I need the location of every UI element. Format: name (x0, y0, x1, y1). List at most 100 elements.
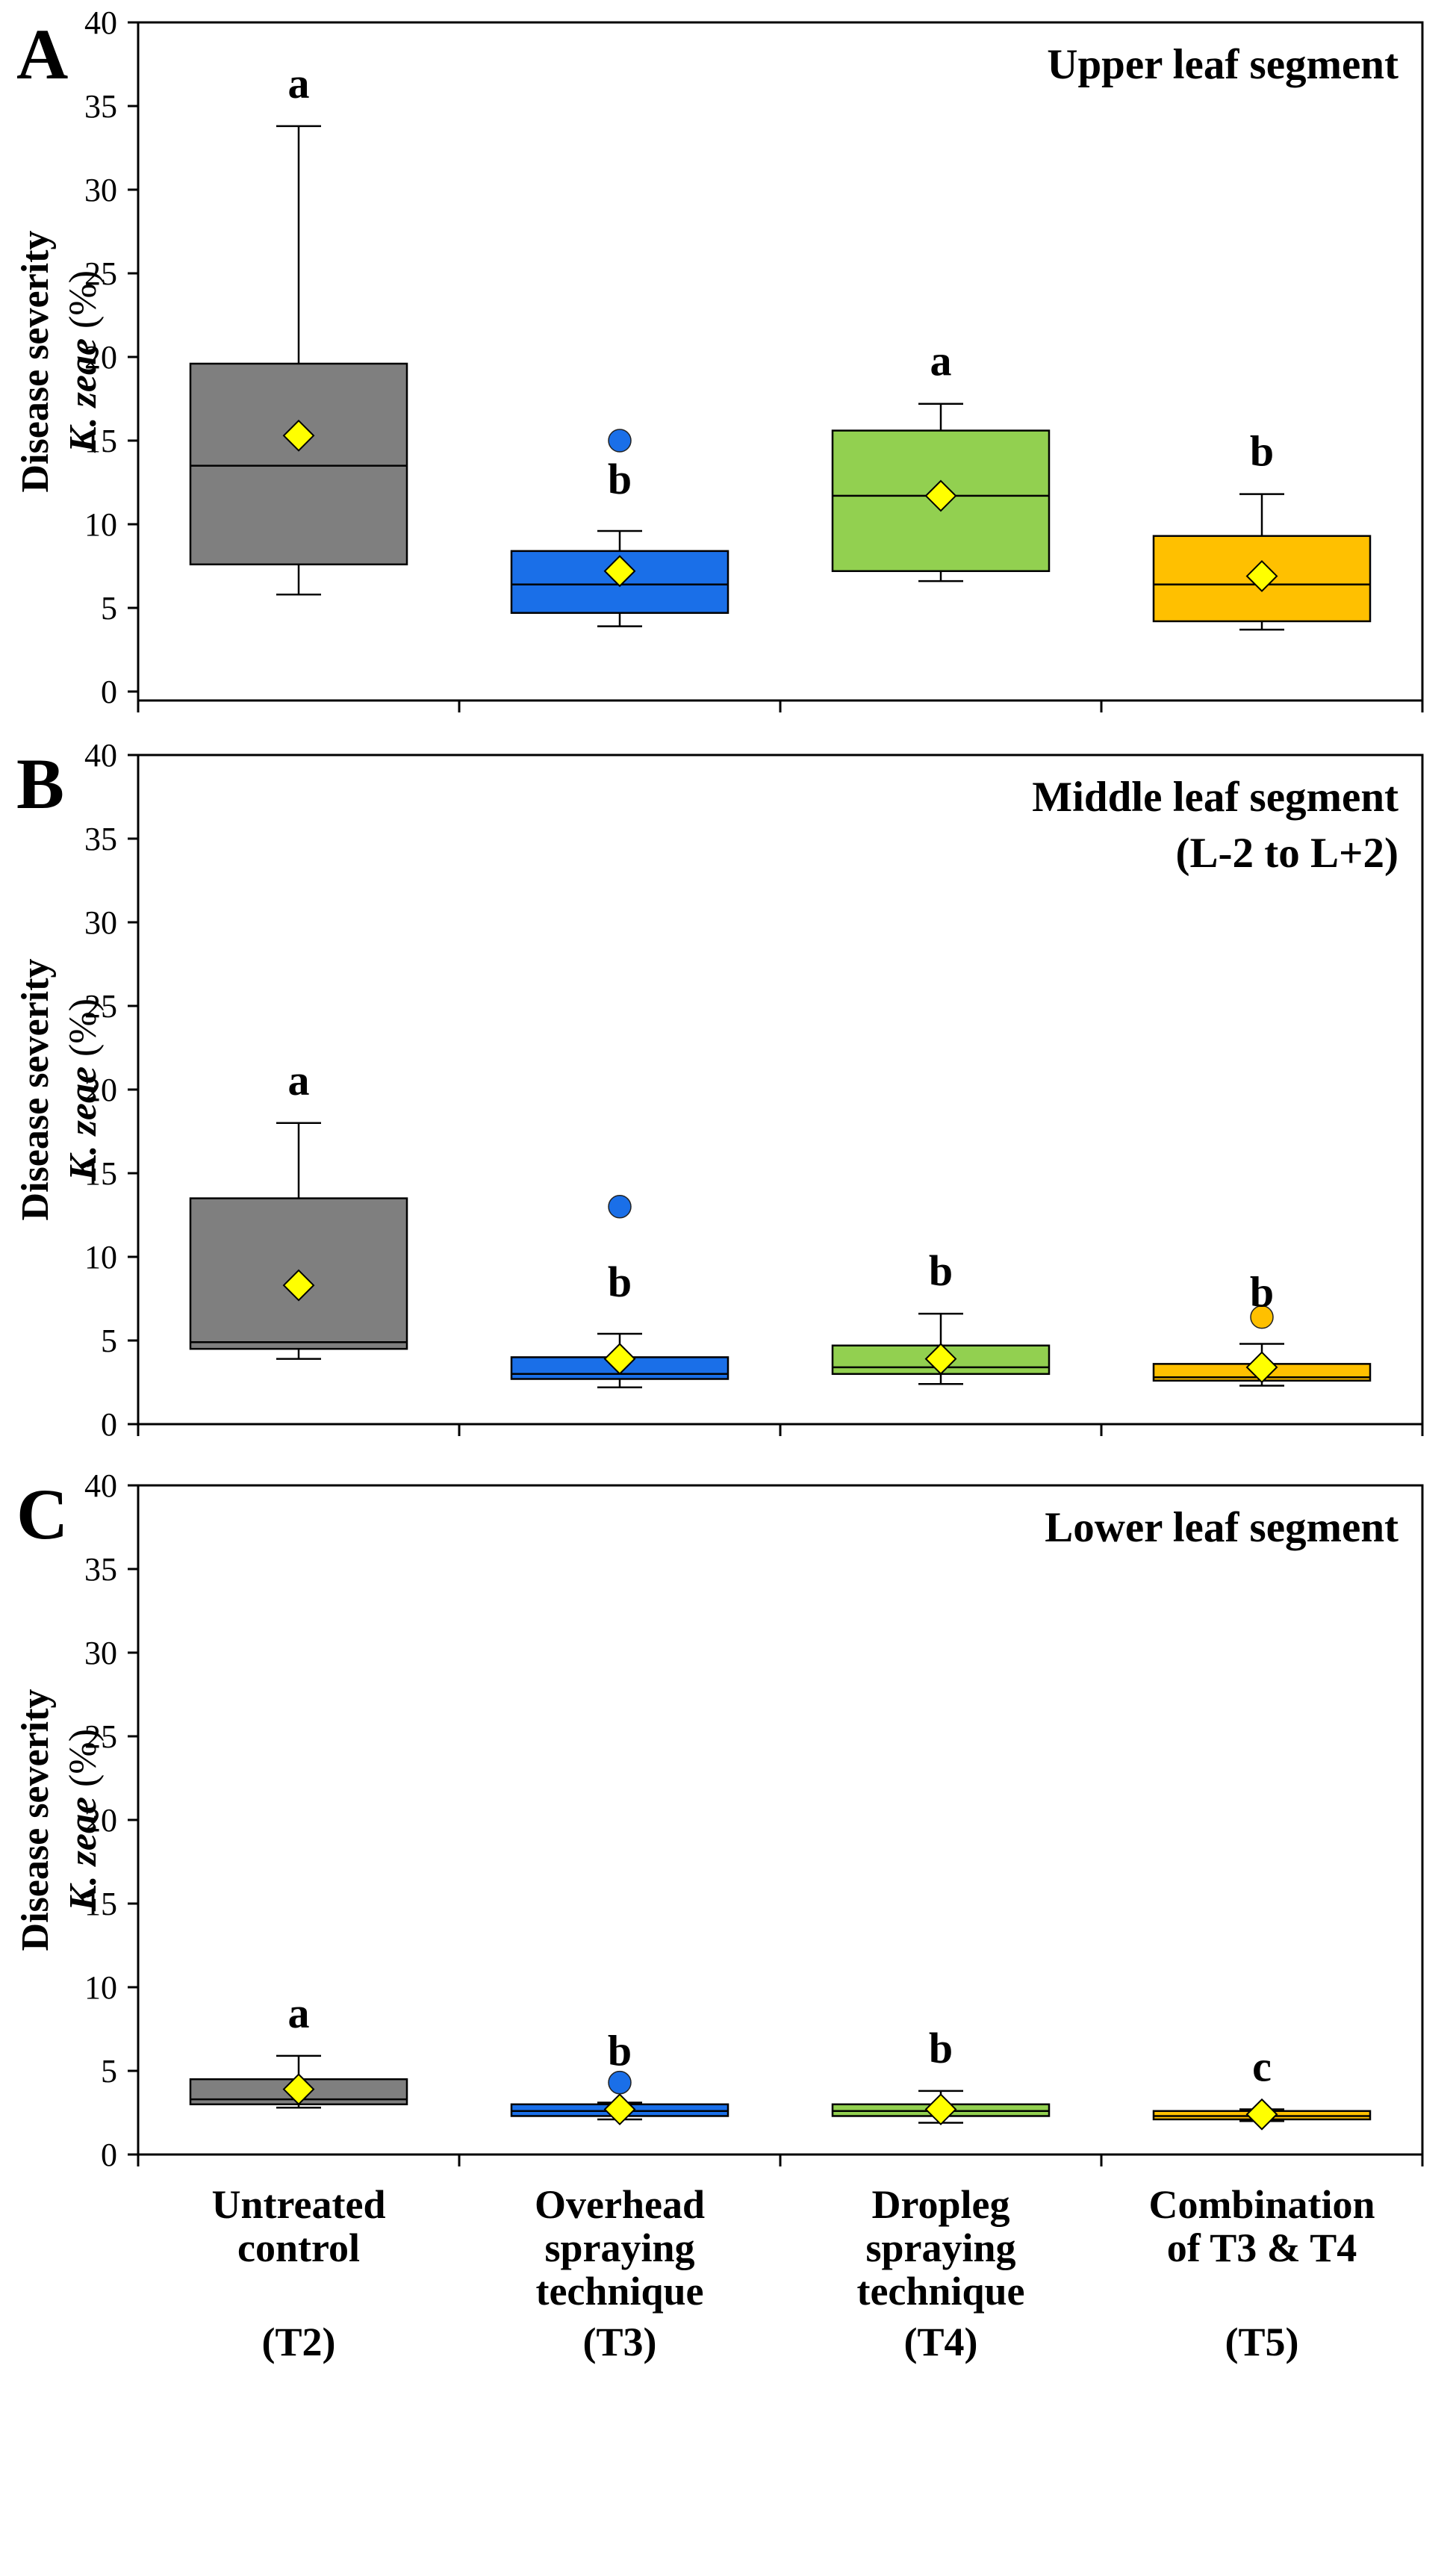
x-category-line: Combination (1148, 2182, 1375, 2227)
x-category-line: spraying (544, 2225, 694, 2270)
y-tick-label: 20 (84, 1802, 117, 1839)
y-tick-label: 5 (101, 590, 117, 627)
y-tick-label: 40 (84, 737, 117, 774)
y-tick-label: 40 (84, 1467, 117, 1504)
box-t5: b (1152, 427, 1372, 631)
x-category-code: (T3) (583, 2320, 657, 2364)
panel-title: Upper leaf segment (1047, 41, 1399, 88)
significance-letter: a (288, 1989, 310, 2037)
y-tick-label: 35 (84, 88, 117, 125)
outlier-point (608, 2070, 632, 2095)
significance-letter: b (1250, 1267, 1274, 1316)
outlier-point (608, 1195, 632, 1219)
panel-title: Lower leaf segment (1045, 1504, 1399, 1551)
significance-letter: a (288, 1056, 310, 1105)
x-category-line: Overhead (535, 2182, 705, 2227)
y-tick-label: 20 (84, 339, 117, 376)
outlier-point (1250, 1305, 1274, 1329)
y-tick-label: 15 (84, 1886, 117, 1922)
panel-a: 0 5 10 15 20 25 30 35 40 A Upper leaf segment Disea… (14, 4, 1424, 712)
mean-marker (1245, 560, 1278, 592)
box-t2: a (189, 59, 408, 596)
y-tick-label: 35 (84, 821, 117, 857)
significance-letter: b (608, 1258, 632, 1306)
y-tick-label: 10 (84, 506, 117, 543)
y-axis-label: Disease severity K. zeae (%) (14, 1689, 105, 1951)
y-tick-label: 0 (101, 1406, 117, 1443)
box-t2: a (189, 1989, 408, 2109)
box-t4: b (831, 1246, 1051, 1385)
significance-letter: b (1250, 427, 1274, 476)
mean-marker (924, 479, 957, 512)
panel-letter: C (16, 1474, 68, 1554)
panel-letter: B (16, 744, 64, 824)
mean-marker (924, 1343, 957, 1376)
iqr-box (1152, 535, 1372, 623)
mean-marker (282, 1269, 315, 1302)
mean-marker (282, 419, 315, 452)
mean-marker (924, 2093, 957, 2125)
y-tick-label: 5 (101, 2053, 117, 2090)
significance-letter: c (1252, 2042, 1272, 2091)
y-tick-label: 10 (84, 1239, 117, 1276)
y-tick-label: 25 (84, 988, 117, 1025)
y-tick-label: 30 (84, 172, 117, 208)
x-category-line: technique (856, 2269, 1024, 2314)
x-category-line: of T3 & T4 (1167, 2225, 1357, 2270)
box-t5: c (1152, 2042, 1372, 2131)
significance-letter: b (608, 2027, 632, 2075)
significance-letter: b (929, 1246, 953, 1295)
outlier-point (608, 429, 632, 453)
y-tick-label: 0 (101, 674, 117, 710)
x-category-code: (T4) (904, 2320, 978, 2364)
significance-letter: b (929, 2024, 953, 2072)
y-axis-label: Disease severity K. zeae (%) (14, 959, 105, 1221)
x-category-code: (T5) (1225, 2320, 1299, 2364)
y-tick-label: 5 (101, 1323, 117, 1359)
plot-frame (137, 1484, 1424, 2156)
iqr-box (189, 362, 408, 566)
box-t3: b (510, 429, 729, 627)
y-tick-label: 30 (84, 904, 117, 941)
x-category-line: technique (535, 2269, 703, 2314)
mean-marker (603, 555, 636, 588)
box-t3: b (510, 1195, 729, 1388)
significance-letter: a (930, 337, 952, 385)
panel-title: Middle leaf segment (1032, 774, 1399, 821)
y-tick-label: 25 (84, 1718, 117, 1755)
mean-marker (603, 2093, 636, 2125)
y-tick-label: 10 (84, 1969, 117, 2006)
y-axis-label: Disease severity K. zeae (%) (14, 231, 105, 493)
panel-letter: A (16, 14, 68, 94)
y-tick-label: 0 (101, 2137, 117, 2173)
x-category-line: spraying (865, 2225, 1015, 2270)
box-t4: a (831, 337, 1051, 582)
y-tick-label: 15 (84, 423, 117, 459)
y-tick-label: 15 (84, 1155, 117, 1192)
x-category-line: control (237, 2225, 360, 2270)
mean-marker (1245, 2098, 1278, 2131)
panel-b: 0 5 10 15 20 25 30 35 40 B Middle leaf segment (L-2… (14, 737, 1424, 1443)
y-tick-label: 20 (84, 1072, 117, 1108)
panel-title: (L-2 to L+2) (1176, 830, 1399, 877)
x-category-code: (T2) (262, 2320, 336, 2364)
box-t2: a (189, 1056, 408, 1360)
significance-letter: b (608, 455, 632, 503)
y-tick-label: 35 (84, 1551, 117, 1588)
box-t4: b (831, 2024, 1051, 2125)
box-t3: b (510, 2027, 729, 2125)
y-tick-label: 25 (84, 255, 117, 292)
panel-c: 0 5 10 15 20 25 30 35 40 C Lower leaf segment Disea… (14, 1467, 1424, 2173)
y-tick-label: 30 (84, 1635, 117, 1671)
mean-marker (1245, 1351, 1278, 1384)
y-tick-label: 40 (84, 4, 117, 41)
mean-marker (603, 1343, 636, 1376)
x-category-line: Untreated (212, 2182, 386, 2227)
significance-letter: a (288, 59, 310, 108)
box-t5: b (1152, 1267, 1372, 1387)
